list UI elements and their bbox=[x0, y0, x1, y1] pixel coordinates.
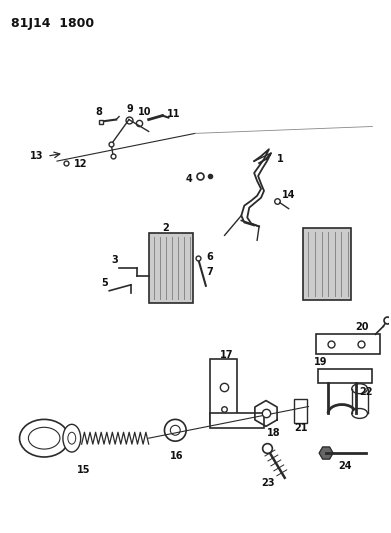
Text: 4: 4 bbox=[185, 174, 192, 184]
Bar bbox=[318, 369, 373, 383]
Ellipse shape bbox=[352, 408, 368, 418]
Text: 22: 22 bbox=[360, 386, 373, 397]
Text: 21: 21 bbox=[294, 423, 308, 433]
Text: 20: 20 bbox=[356, 322, 369, 333]
Ellipse shape bbox=[170, 425, 180, 435]
Text: 17: 17 bbox=[220, 350, 233, 360]
Text: 81J14  1800: 81J14 1800 bbox=[11, 17, 94, 30]
Text: 1: 1 bbox=[277, 154, 283, 164]
Text: 10: 10 bbox=[138, 107, 151, 117]
Text: 5: 5 bbox=[101, 278, 108, 288]
Text: 11: 11 bbox=[167, 109, 181, 119]
Text: 12: 12 bbox=[74, 159, 87, 169]
Text: 24: 24 bbox=[338, 461, 352, 471]
Text: 7: 7 bbox=[207, 267, 213, 277]
Bar bbox=[210, 359, 237, 423]
Ellipse shape bbox=[352, 384, 368, 394]
Polygon shape bbox=[319, 447, 333, 459]
Ellipse shape bbox=[20, 419, 69, 457]
Bar bbox=[210, 414, 264, 429]
Bar bbox=[294, 399, 307, 423]
Text: 15: 15 bbox=[77, 465, 90, 475]
Bar bbox=[303, 229, 351, 300]
Text: 3: 3 bbox=[111, 255, 118, 265]
Ellipse shape bbox=[29, 427, 60, 449]
Text: 2: 2 bbox=[163, 223, 169, 233]
Ellipse shape bbox=[165, 419, 186, 441]
Text: 9: 9 bbox=[127, 103, 134, 114]
Bar bbox=[149, 233, 193, 303]
Text: 19: 19 bbox=[314, 357, 328, 367]
Text: 18: 18 bbox=[267, 428, 281, 438]
Bar bbox=[316, 334, 380, 354]
Text: 13: 13 bbox=[30, 151, 44, 161]
Ellipse shape bbox=[68, 432, 76, 444]
Ellipse shape bbox=[63, 424, 81, 452]
Text: 16: 16 bbox=[170, 451, 184, 461]
Text: 14: 14 bbox=[282, 190, 295, 200]
Text: 6: 6 bbox=[207, 252, 213, 262]
Text: 8: 8 bbox=[95, 107, 102, 117]
Text: 23: 23 bbox=[261, 478, 274, 488]
